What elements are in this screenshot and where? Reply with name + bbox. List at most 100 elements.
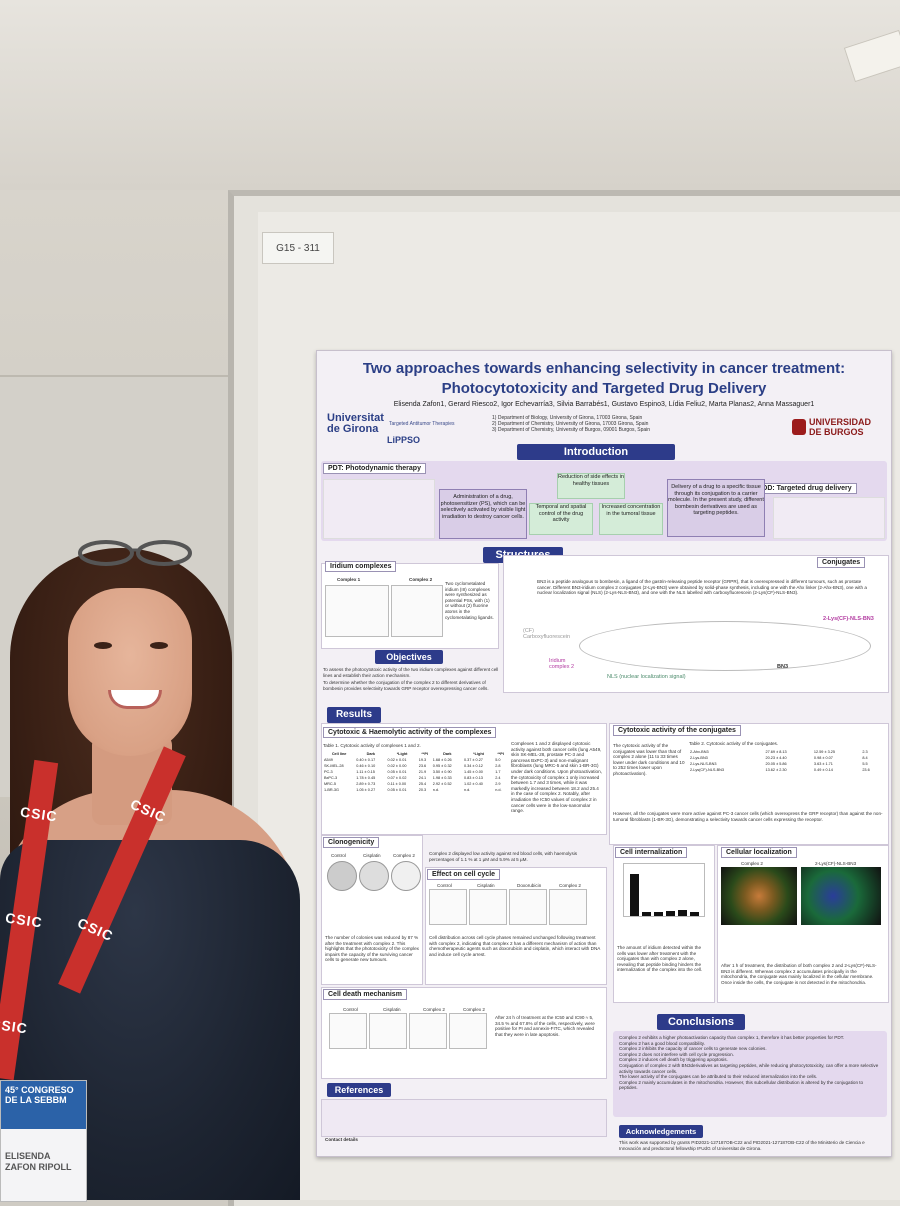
objective-item: To determine whether the conjugation of …: [323, 680, 489, 691]
affiliation: 1) Department of Biology, University of …: [492, 415, 643, 421]
title-line-2: Photocytotoxicity and Targeted Drug Deli…: [441, 380, 767, 397]
lanyard-text: CSIC: [75, 914, 116, 945]
clono-label: Control: [331, 853, 346, 858]
cell-death-text: After 24 h of treatment at the IC50 and …: [495, 1015, 595, 1037]
internalization-bar-chart: [623, 863, 705, 917]
bn3-label: BN3: [777, 664, 789, 670]
table1-col: Dark: [443, 752, 452, 756]
internalization-heading: Cell internalization: [615, 847, 688, 858]
title-line-1: Two approaches towards enhancing selecti…: [362, 360, 846, 377]
conjugates-text: BN3 is a peptide analogous to bombesin, …: [537, 579, 867, 596]
iridium-conjugate-label: Iridium complex 2: [549, 658, 575, 670]
tdd-label: TDD: Targeted drug delivery: [753, 483, 857, 494]
clonogenicity-panel: [321, 835, 423, 985]
localization-heading: Cellular localization: [721, 847, 797, 858]
body-illustration: [323, 479, 435, 539]
conclusions-list: Complex 2 exhibits a higher photoactivat…: [619, 1035, 881, 1091]
cell-cycle-label: Control: [437, 883, 452, 888]
complex1-label: Complex 1: [337, 577, 361, 582]
microscopy-image-complex2: [721, 867, 797, 925]
flow-cytometry-plot: [369, 1013, 407, 1049]
conclusion-item: Complex 2 induces cell death by triggeri…: [619, 1057, 728, 1063]
petri-dish-complex2: [391, 861, 421, 891]
lippso-logo: LiPPSO: [387, 435, 421, 445]
references-heading: References: [327, 1083, 391, 1097]
nls-label: NLS (nuclear localization signal): [607, 674, 686, 680]
affiliation: 2) Department of Chemistry, University o…: [492, 421, 649, 427]
table-row: A549 0.40 ± 0.17 0.02 ± 0.01 19.3 1.68 ± 0.2…: [324, 758, 501, 762]
acknowledgements-text: This work was supported by grants PID202…: [619, 1140, 865, 1151]
table-row: 2-Lys(CF)-NLS-BN3 13.62 ± 2.30 0.49 ± 0.14…: [690, 768, 870, 772]
death-label: Complex 2: [463, 1007, 485, 1012]
death-label: Complex 2: [423, 1007, 445, 1012]
side-effects-box: Reduction of side effects in healthy tis…: [557, 473, 625, 499]
microscopy-image-conjugate: [801, 867, 881, 925]
poster-authors: Elisenda Zafon1, Gerard Riesco2, Igor Ec…: [393, 401, 815, 408]
ubu-logo-text: UNIVERSIDAD DE BURGOS: [809, 417, 872, 437]
iridium-text: Two cyclometalated iridium (III) complex…: [445, 581, 494, 620]
petri-dish-cisplatin: [359, 861, 389, 891]
table1-col: *Light: [473, 752, 484, 756]
table1-caption: Table 1. Cytotoxic activity of complexes…: [323, 743, 421, 748]
ceiling: [0, 0, 900, 190]
cell-cycle-label: Doxorubicin: [517, 883, 542, 888]
internalization-bar: [678, 910, 687, 916]
haemolysis-text: Complex 2 displayed low activity against…: [429, 851, 578, 862]
conclusion-item: Complex 2 mainly accumulates in the mito…: [619, 1079, 864, 1091]
complex2-label: Complex 2: [409, 577, 433, 582]
conjugate-name: 2-Lys(CF)-NLS-BN3: [823, 616, 874, 622]
scientific-poster: Two approaches towards enhancing selecti…: [316, 350, 892, 1157]
udg-logo: Universitat de Girona: [327, 412, 384, 435]
clono-label: Cisplatin: [363, 853, 381, 858]
concentration-box: Increased concentration in the tumoral t…: [599, 503, 663, 535]
cf-label: (CF) Carboxyfluorescein: [523, 628, 571, 640]
cell-cycle-label: Complex 2: [559, 883, 581, 888]
conclusion-item: Complex 2 does not interfere with cell c…: [619, 1051, 734, 1057]
table-row: 2-Ahx-BN3 27.69 ± 8.13 12.59 ± 3.25 2.3: [690, 750, 868, 754]
table-row: 2-Lys-NLS-BN3 20.05 ± 5.86 3.63 ± 1.71 5.5: [690, 762, 868, 766]
references-panel: [321, 1099, 607, 1137]
ubu-logo: UNIVERSIDAD DE BURGOS: [792, 417, 881, 437]
cytotoxic-panel: [321, 723, 607, 835]
table1-col: *Light: [396, 752, 408, 756]
conclusion-item: Conjugation of complex 2 with BN3derivat…: [619, 1062, 879, 1074]
acknowledgements-heading: Acknowledgements: [619, 1125, 703, 1138]
internalization-bar: [642, 912, 651, 916]
pdt-text-box: Administration of a drug, photosensitize…: [439, 489, 527, 539]
cell-cycle-heading: Effect on cell cycle: [427, 869, 501, 880]
conjugates-selectivity-text: However, all the conjugates were more ac…: [613, 811, 883, 822]
objectives-heading: Objectives: [375, 650, 443, 664]
table1-col: Cell line: [331, 752, 347, 756]
table-row: SK-MEL-28 0.46 ± 0.10 0.02 ± 0.00 23.6 0.95 …: [324, 764, 501, 768]
table1: Cell line Dark *Light **PI Dark *Light *…: [323, 751, 507, 793]
left-eye: [94, 642, 112, 649]
board-number-tag: G15 - 311: [262, 232, 334, 264]
table-row: MRC-5 2.89 ± 0.73 0.11 ± 0.00 25.4 2.92 ± 0.…: [324, 782, 501, 786]
cytotoxic-text: Complexes 1 and 2 displayed cytotoxic ac…: [511, 741, 602, 814]
lanyard-text: CSIC: [128, 795, 169, 826]
temporal-control-box: Temporal and spatial control of the drug…: [529, 503, 593, 535]
person-face: [68, 588, 192, 756]
tdd-text-box: Delivery of a drug to a specific tissue …: [667, 479, 765, 537]
conjugates-cyto-panel: [609, 723, 889, 845]
conjugates-cyto-text: The cytotoxic activity of the conjugates…: [613, 743, 685, 776]
results-heading: Results: [327, 707, 381, 723]
flow-cytometry-plot: [449, 1013, 487, 1049]
internalization-text: The amount of iridium detected within th…: [617, 945, 703, 973]
table-row: 2-Lys-BN3 20.23 ± 4.40 0.98 ± 0.07 8.4: [690, 756, 868, 760]
drug-carrier-illustration: [773, 497, 885, 539]
cell-cycle-histogram: [549, 889, 587, 925]
localization-text: After 1 h of treatment, the distribution…: [721, 963, 877, 985]
internalization-bar: [630, 874, 639, 916]
contact-label: Contact details: [325, 1137, 358, 1142]
objective-item: To assess the photocytotoxic activity of…: [323, 667, 499, 678]
conjugates-cyto-heading: Cytotoxic activity of the conjugates: [613, 725, 741, 736]
right-eye: [150, 642, 168, 649]
conclusions-heading: Conclusions: [657, 1014, 745, 1030]
table-row: BxPC-3 1.78 ± 0.45 0.07 ± 0.02 24.1 1.98 ± 0…: [324, 776, 501, 780]
cell-cycle-label: Cisplatin: [477, 883, 495, 888]
badge-header: 45° CONGRESO DE LA SEBBM: [1, 1081, 86, 1129]
conjugates-label: Conjugates: [817, 557, 866, 568]
table2-caption: Table 2. Cytotoxic activity of the conju…: [689, 741, 779, 746]
table1-col: **PI: [421, 752, 428, 756]
